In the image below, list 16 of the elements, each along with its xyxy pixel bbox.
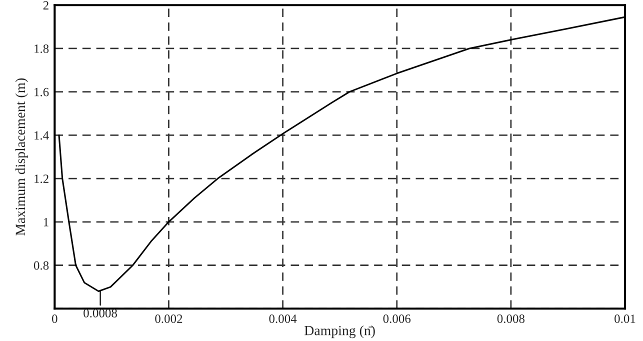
x-axis-title: Damping (n̄)	[304, 325, 375, 338]
x-tick-label: 0.008	[497, 314, 525, 324]
x-tick-label: 0.006	[383, 314, 411, 324]
y-tick-label: 1.4	[34, 131, 49, 140]
x-tick-label: 0	[52, 314, 58, 323]
x-tick-label: 0.002	[155, 314, 182, 324]
y-tick-label: 1	[44, 218, 48, 226]
y-tick-label: 1.8	[34, 44, 49, 53]
y-tick-label: 1.6	[34, 88, 49, 96]
x-tick-label: 0.01	[614, 314, 636, 324]
y-tick-label: 2	[43, 1, 48, 10]
annotation: 0.0008	[84, 308, 117, 318]
x-tick-label: 0.004	[269, 314, 297, 324]
y-tick-label: 1.2	[34, 174, 48, 184]
y-tick-label: 0.8	[34, 261, 49, 270]
y-axis-title: Maximum displacement (m)	[15, 78, 28, 236]
